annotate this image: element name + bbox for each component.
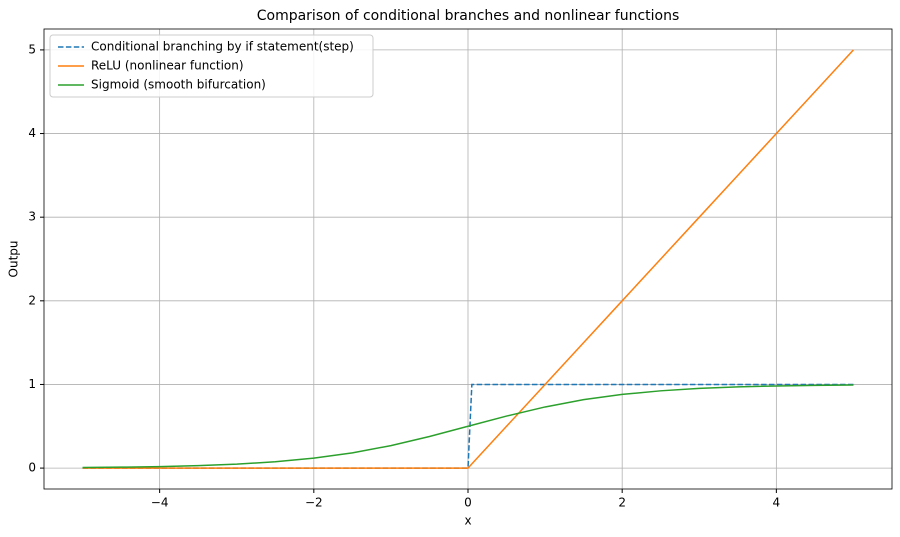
x-axis-label: x xyxy=(464,514,471,528)
chart-title: Comparison of conditional branches and n… xyxy=(257,8,680,24)
x-tick-label: −4 xyxy=(151,496,169,510)
line-series xyxy=(82,384,854,469)
legend-box xyxy=(49,34,374,98)
y-tick-label: 1 xyxy=(28,377,36,391)
x-tick-label: 4 xyxy=(773,496,781,510)
x-tick-label: 0 xyxy=(464,496,472,510)
y-axis-label: Outpu xyxy=(7,241,21,278)
y-tick-label: 2 xyxy=(28,293,36,307)
y-tick-label: 4 xyxy=(28,126,36,140)
legend-label: Sigmoid (smooth bifurcation) xyxy=(91,78,266,92)
legend-label: Conditional branching by if statement(st… xyxy=(91,40,354,54)
x-tick-label: 2 xyxy=(618,496,626,510)
x-tick-label: −2 xyxy=(305,496,323,510)
y-tick-label: 5 xyxy=(28,42,36,56)
y-tick-label: 0 xyxy=(28,461,36,475)
legend-label: ReLU (nonlinear function) xyxy=(91,59,244,73)
y-tick-label: 3 xyxy=(28,210,36,224)
plot-frame xyxy=(43,28,893,490)
line-series xyxy=(82,49,855,469)
